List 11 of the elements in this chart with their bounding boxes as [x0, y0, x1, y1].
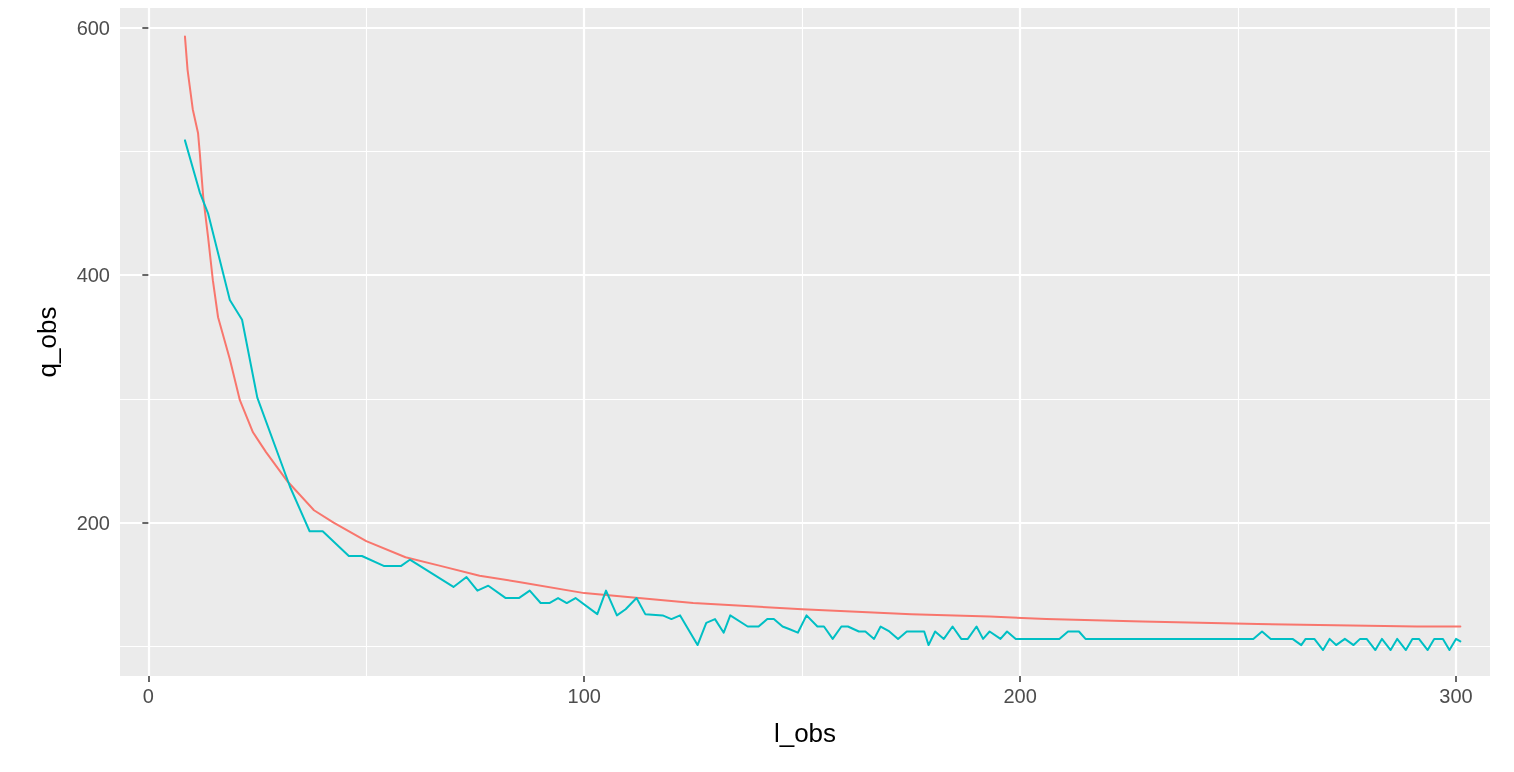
x-tick-label: 0: [142, 685, 154, 707]
y-tick-label: 600: [76, 16, 110, 39]
line-series: [183, 35, 1462, 628]
line-series: [183, 139, 1462, 652]
y-tick-label: 400: [76, 264, 110, 287]
y-axis-title: q_obs: [32, 306, 62, 378]
y-tick-label: 200: [76, 511, 110, 534]
x-tick-label: 200: [1003, 685, 1037, 707]
x-tick-label: 300: [1439, 685, 1473, 707]
x-axis-title: l_obs: [773, 718, 837, 748]
x-tick-label: 100: [567, 685, 601, 707]
